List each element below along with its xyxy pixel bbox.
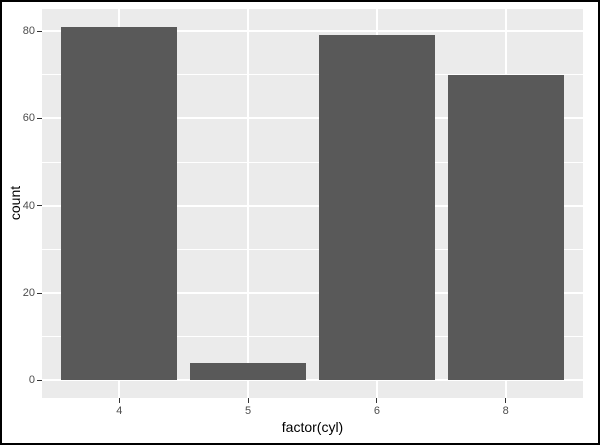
x-tick-mark-5 [247, 398, 249, 403]
x-tick-mark-8 [505, 398, 507, 403]
y-tick-mark-20 [37, 292, 42, 294]
y-tick-mark-40 [37, 205, 42, 207]
y-tick-label-40: 40 [22, 199, 35, 212]
x-tick-label-5: 5 [245, 405, 252, 417]
y-tick-mark-0 [37, 379, 42, 381]
y-tick-label-20: 20 [22, 287, 35, 299]
bar-cyl-5 [190, 362, 307, 381]
y-tick-mark-80 [37, 30, 42, 32]
gridline-minor-y-70 [42, 74, 583, 76]
gridline-major-y-0 [42, 379, 583, 382]
gridline-major-x-5 [247, 9, 250, 398]
y-tick-label-60: 60 [22, 112, 35, 125]
y-axis-title: count [7, 185, 23, 221]
x-tick-label-4: 4 [116, 405, 123, 417]
x-tick-mark-6 [376, 398, 378, 403]
gridline-major-y-80 [42, 30, 583, 33]
plot-panel [42, 9, 583, 398]
bar-cyl-6 [318, 35, 435, 381]
x-tick-label-6: 6 [373, 405, 380, 417]
gridline-minor-y-30 [42, 248, 583, 250]
gridline-major-y-40 [42, 204, 583, 207]
y-tick-mark-60 [37, 117, 42, 119]
gridline-minor-y-10 [42, 336, 583, 338]
y-tick-label-0: 0 [28, 374, 35, 387]
x-tick-label-8: 8 [502, 405, 509, 417]
x-axis-title: factor(cyl) [281, 419, 344, 435]
x-tick-mark-4 [118, 398, 120, 403]
gridline-major-y-60 [42, 117, 583, 120]
gridline-minor-y-50 [42, 161, 583, 163]
y-tick-label-80: 80 [22, 25, 35, 38]
gridline-major-y-20 [42, 292, 583, 294]
bar-cyl-4 [61, 26, 178, 381]
bar-cyl-8 [447, 74, 564, 381]
